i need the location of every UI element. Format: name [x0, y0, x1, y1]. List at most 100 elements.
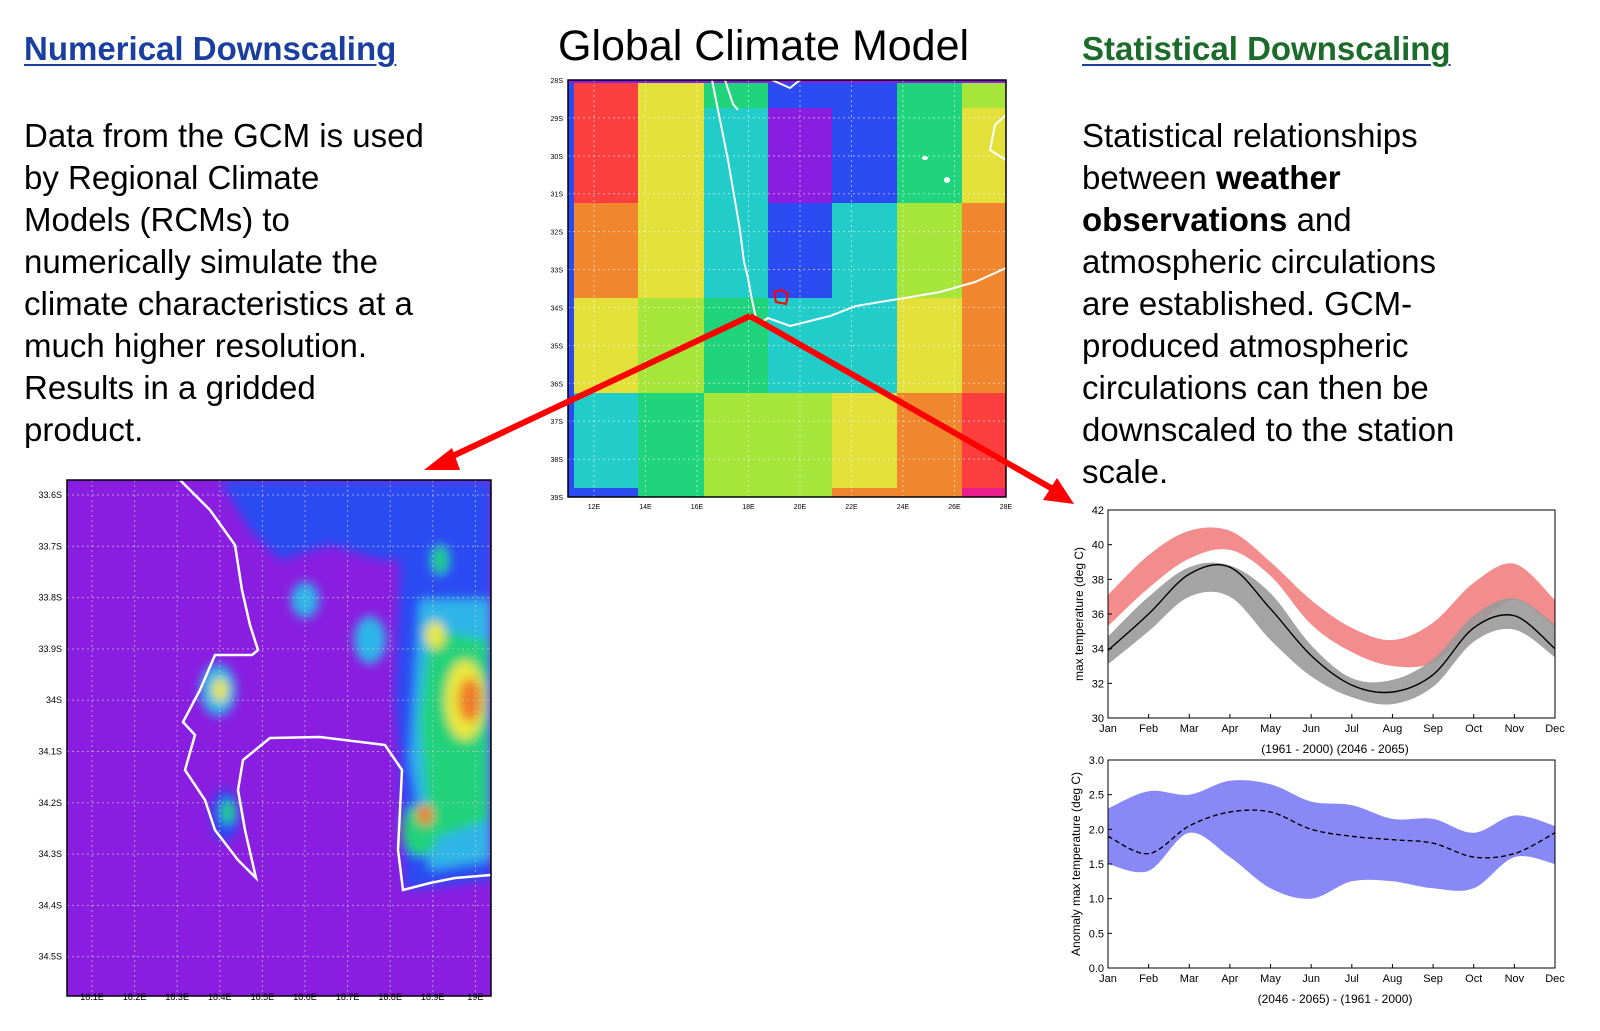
gcm-cell: [832, 203, 897, 298]
regional-land-patch: [417, 805, 433, 825]
chart1-x-tick-label: Jul: [1345, 723, 1359, 735]
chart1-x-tick-label: Oct: [1465, 723, 1482, 735]
chart1-x-tick-label: Apr: [1221, 723, 1238, 735]
chart2-x-tick-label: May: [1260, 973, 1281, 985]
statistical-text-line: observations and: [1082, 199, 1592, 241]
gcm-cell: [638, 203, 704, 298]
chart2-x-tick-label: Jan: [1099, 973, 1117, 985]
regional-lon-tick-label: 18.8E: [378, 992, 402, 1002]
gcm-cell: [897, 80, 962, 108]
chart1-x-tick-label: Jun: [1302, 723, 1320, 735]
statistical-text-plain: between: [1082, 159, 1216, 196]
gcm-island: [922, 156, 928, 160]
regional-lon-tick-label: 18.7E: [336, 992, 360, 1002]
numerical-text-line: much higher resolution.: [24, 327, 368, 364]
regional-lon-tick-label: 18.6E: [293, 992, 317, 1002]
regional-lon-tick-label: 18.4E: [208, 992, 232, 1002]
regional-longitude-ticks: 18.1E 18.2E 18.3E 18.4E 18.5E 18.6E 18.7E 18.8E…: [80, 992, 483, 1002]
chart1-mean-line: [1107, 564, 1556, 694]
gcm-lon-tick-label: 14E: [639, 504, 652, 511]
anomaly-temperature-chart: 0.0 0.5 1.0 1.5 2.0 2.5 3.0 Jan Feb Mar Apr May Jun…: [1069, 755, 1565, 1006]
gcm-lat-tick-label: 28S: [551, 78, 564, 85]
chart2-x-tick-label: Jul: [1345, 973, 1359, 985]
regional-lat-tick-label: 33.7S: [38, 541, 62, 551]
chart2-x-ticks: Jan Feb Mar Apr May Jun Jul Aug Sep Oct Nov Dec: [1099, 964, 1565, 985]
chart1-band-1: [1108, 562, 1555, 705]
gcm-lat-tick-label: 35S: [551, 343, 564, 350]
gcm-latitude-ticks: 28S 29S 30S 31S 32S 33S 34S 35S 36S 37S 38S 39S: [551, 78, 564, 502]
chart2-x-tick-label: Aug: [1383, 973, 1403, 985]
gcm-lon-tick-label: 26E: [948, 504, 961, 511]
gcm-lon-tick-label: 16E: [691, 504, 704, 511]
global-climate-model-title: Global Climate Model: [558, 22, 970, 70]
regional-lat-tick-label: 34.3S: [38, 849, 62, 859]
numerical-downscaling-text: Data from the GCM is used by Regional Cl…: [24, 115, 504, 451]
gcm-lat-tick-label: 36S: [551, 381, 564, 388]
gcm-cell: [768, 488, 832, 497]
chart1-y-tick-label: 40: [1092, 540, 1104, 552]
regional-latitude-ticks: 33.6S 33.7S 33.8S 33.9S 34S 34.1S 34.2S 34.3S 34…: [38, 490, 62, 962]
gcm-lat-tick-label: 38S: [551, 457, 564, 464]
max-temperature-chart: 30 32 34 36 38 40 42 Jan Feb Mar Apr May Jun Jul Aug S…: [1072, 505, 1565, 756]
chart1-x-tick-label: Feb: [1139, 723, 1158, 735]
chart1-x-ticks: Jan Feb Mar Apr May Jun Jul Aug Sep Oct Nov Dec: [1099, 714, 1565, 735]
regional-frame: [66, 479, 492, 997]
chart2-x-tick-label: Apr: [1221, 973, 1238, 985]
chart2-y-tick-label: 1.5: [1089, 859, 1104, 871]
downscaling-arrows: [424, 313, 1074, 504]
gcm-cell: [704, 203, 768, 298]
chart1-x-tick-label: May: [1260, 723, 1281, 735]
gcm-lat-tick-label: 33S: [551, 268, 564, 275]
statistical-text-line: scale.: [1082, 453, 1169, 490]
gcm-lon-tick-label: 18E: [742, 504, 755, 511]
statistical-downscaling-text: Statistical relationships between weathe…: [1082, 115, 1592, 493]
chart1-y-tick-label: 36: [1092, 609, 1104, 621]
regional-lon-tick-label: 19E: [467, 992, 483, 1002]
gcm-cell: [832, 488, 897, 497]
gcm-cell: [832, 80, 897, 108]
gcm-cell: [704, 488, 768, 497]
regional-lat-tick-label: 33.6S: [38, 490, 62, 500]
regional-gridlines: [67, 480, 491, 996]
chart1-band-0: [1108, 527, 1555, 668]
regional-coastline-west: [179, 480, 491, 892]
gcm-cell: [568, 80, 638, 108]
chart1-x-axis-label: (1961 - 2000) (2046 - 2065): [1261, 742, 1408, 756]
arrowhead-statistical: [1043, 478, 1074, 504]
gcm-grid-map: [568, 80, 1006, 497]
chart1-x-tick-label: Aug: [1383, 723, 1403, 735]
statistical-text-bold: weather: [1215, 159, 1341, 196]
statistical-text-plain: and: [1287, 201, 1352, 238]
gcm-lat-tick-label: 30S: [551, 154, 564, 161]
regional-lat-tick-label: 33.8S: [38, 593, 62, 603]
chart1-y-tick-label: 38: [1092, 574, 1104, 586]
gcm-lat-tick-label: 29S: [551, 116, 564, 123]
chart2-x-axis-label: (2046 - 2065) - (1961 - 2000): [1258, 992, 1413, 1006]
chart1-y-tick-label: 30: [1092, 713, 1104, 725]
gcm-cape-town-marker: [772, 288, 790, 306]
gcm-cell: [897, 203, 962, 298]
chart1-y-ticks: 30 32 34 36 38 40 42: [1092, 505, 1112, 725]
regional-land-patch: [425, 621, 445, 649]
numerical-text-line: climate characteristics at a: [24, 285, 413, 322]
chart2-band-0: [1108, 780, 1555, 899]
chart1-x-tick-label: Jan: [1099, 723, 1117, 735]
gcm-frame: [567, 79, 1007, 498]
chart1-y-axis-label: max temperature (deg C): [1072, 547, 1086, 681]
arrow-to-numerical: [438, 313, 752, 465]
statistical-text-line: downscaled to the station: [1082, 411, 1455, 448]
regional-lon-tick-label: 18.9E: [421, 992, 445, 1002]
statistical-downscaling-heading: Statistical Downscaling: [1082, 30, 1451, 67]
regional-lat-tick-label: 34.1S: [38, 747, 62, 757]
gcm-lat-tick-label: 31S: [551, 192, 564, 199]
chart2-y-tick-label: 1.0: [1089, 894, 1104, 906]
chart2-y-tick-label: 2.5: [1089, 790, 1104, 802]
gcm-lat-tick-label: 32S: [551, 230, 564, 237]
gcm-cell: [568, 80, 1006, 83]
chart2-y-tick-label: 2.0: [1089, 824, 1104, 836]
regional-land-patch: [458, 678, 482, 722]
chart2-mean-line: [1107, 809, 1556, 859]
numerical-text-line: by Regional Climate: [24, 159, 320, 196]
statistical-text-line: between weather: [1082, 157, 1592, 199]
regional-model-map: [67, 480, 491, 996]
